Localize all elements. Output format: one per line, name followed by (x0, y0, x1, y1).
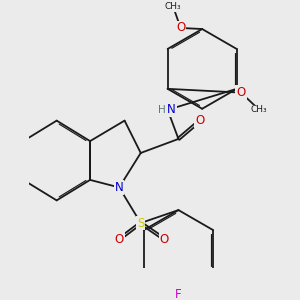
Text: H: H (158, 105, 166, 115)
Text: O: O (195, 114, 205, 127)
Text: O: O (115, 233, 124, 246)
Text: CH₃: CH₃ (165, 2, 182, 11)
Text: O: O (236, 86, 246, 99)
Text: O: O (176, 21, 185, 34)
Text: CH₃: CH₃ (251, 105, 268, 114)
Text: F: F (175, 288, 182, 300)
Text: S: S (137, 217, 144, 230)
Text: O: O (160, 233, 169, 246)
Text: N: N (167, 103, 176, 116)
Text: N: N (115, 181, 124, 194)
